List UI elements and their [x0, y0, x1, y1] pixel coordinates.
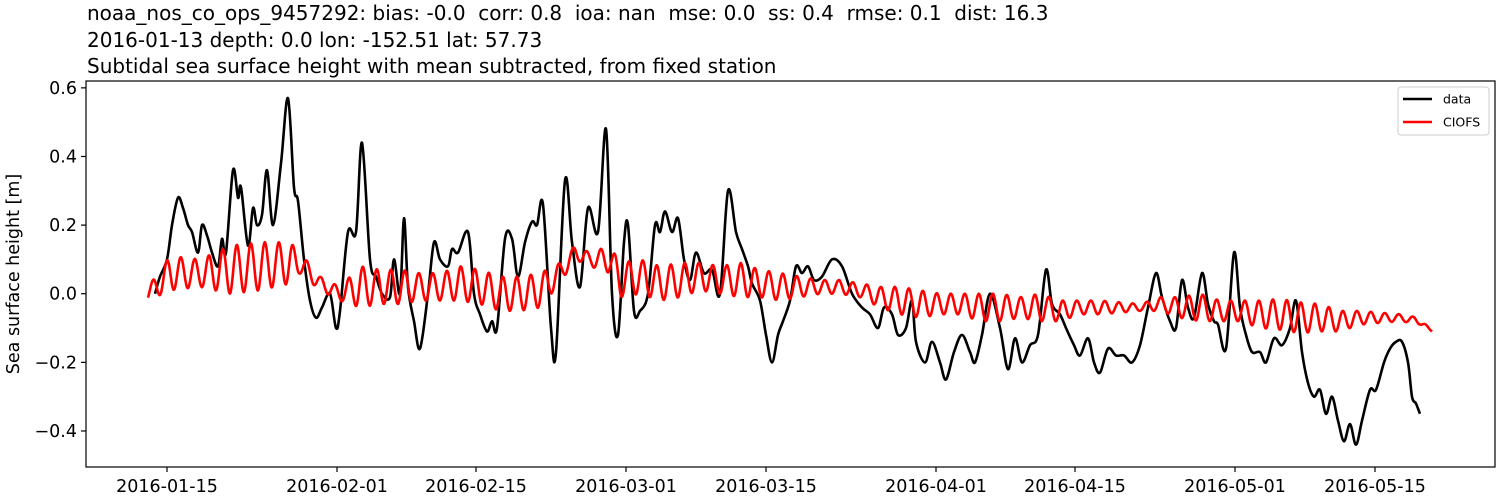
chart-title-stats: noaa_nos_co_ops_9457292: bias: -0.0 corr… — [87, 1, 1049, 25]
series-line-ciofs — [146, 240, 1433, 334]
legend-label-data: data — [1443, 92, 1471, 107]
legend-label-ciofs: CIOFS — [1443, 115, 1480, 130]
plot-frame — [85, 80, 1496, 468]
series-line-data — [153, 96, 1422, 447]
y-axis-ticks: 0.6 0.4 0.2 0.0 −0.2 −0.4 — [35, 79, 86, 442]
chart-title-description: Subtidal sea surface height with mean su… — [87, 54, 777, 78]
x-axis-ticks: 2016-01-15 2016-02-01 2016-02-15 2016-03-01… — [116, 467, 1426, 497]
x-tick-label: 2016-05-01 — [1184, 477, 1286, 497]
x-tick-label: 2016-04-01 — [885, 477, 987, 497]
y-tick-label: 0.2 — [49, 216, 77, 236]
y-tick-label: 0.6 — [49, 79, 77, 99]
x-tick-label: 2016-03-15 — [715, 477, 817, 497]
x-tick-label: 2016-02-01 — [286, 477, 388, 497]
y-tick-label: −0.2 — [35, 353, 78, 373]
legend: data CIOFS — [1397, 86, 1490, 136]
x-tick-label: 2016-04-15 — [1024, 477, 1126, 497]
x-tick-label: 2016-03-01 — [575, 477, 677, 497]
x-tick-label: 2016-05-15 — [1324, 477, 1426, 497]
y-tick-label: 0.0 — [49, 285, 77, 305]
x-tick-label: 2016-01-15 — [116, 477, 218, 497]
chart-title-location: 2016-01-13 depth: 0.0 lon: -152.51 lat: … — [87, 28, 543, 52]
y-tick-label: −0.4 — [35, 422, 78, 442]
y-tick-label: 0.4 — [49, 147, 77, 167]
y-axis-label: Sea surface height [m] — [4, 174, 24, 374]
x-tick-label: 2016-02-15 — [425, 477, 527, 497]
